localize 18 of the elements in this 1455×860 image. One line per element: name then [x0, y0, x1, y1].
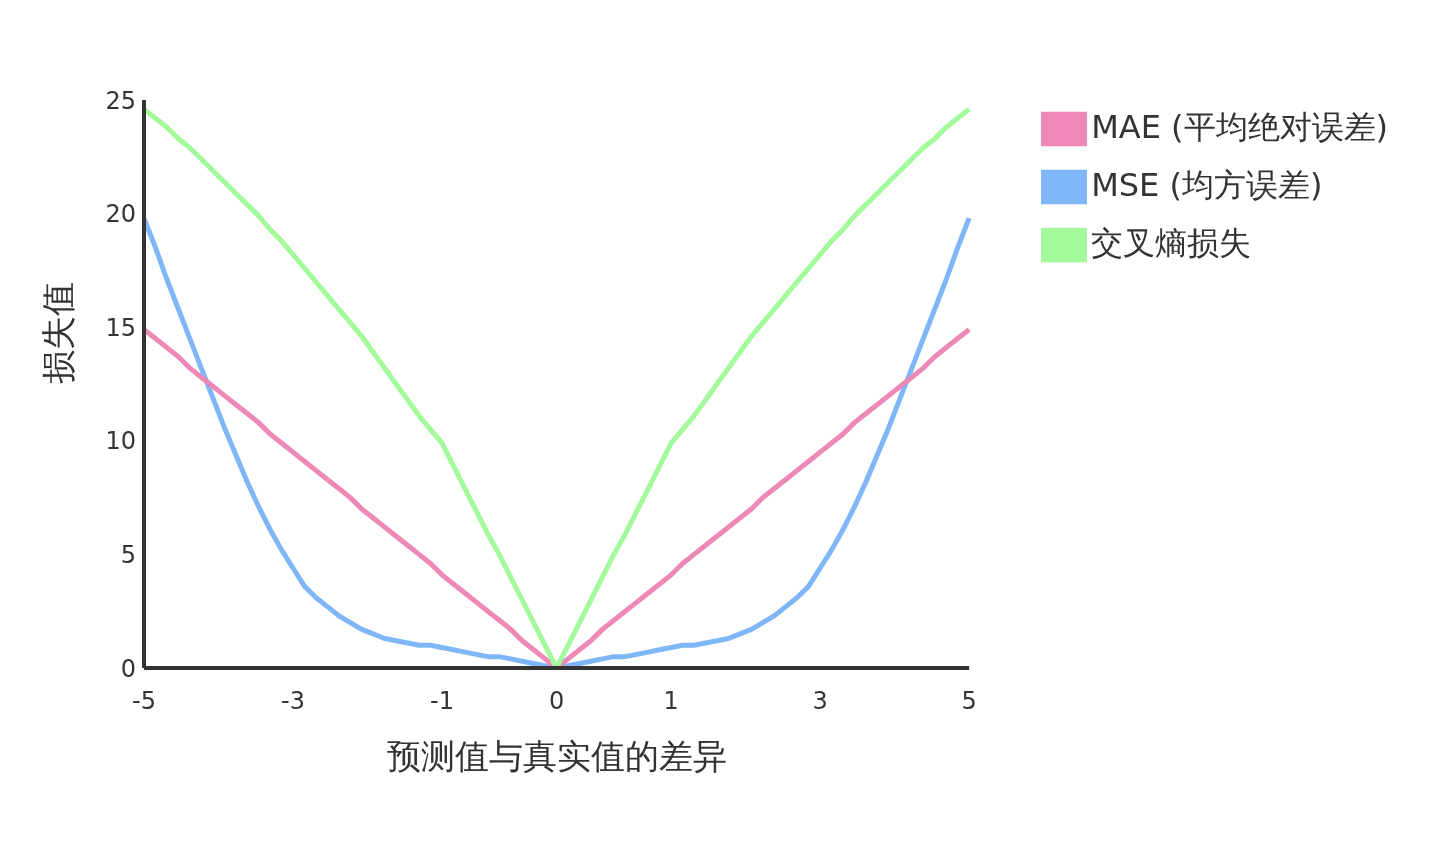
- x-tick-label: 0: [548, 687, 565, 716]
- x-tick-label: 3: [812, 687, 828, 716]
- y-tick-label: 0: [120, 654, 136, 683]
- x-axis-title: 预测值与真实值的差异: [386, 736, 727, 776]
- x-tick-label: -5: [132, 687, 156, 716]
- x-tick-label: -1: [430, 687, 454, 716]
- legend-label: MSE (均方误差): [1091, 166, 1323, 204]
- x-tick-label: -3: [281, 687, 305, 716]
- legend-label: MAE (平均绝对误差): [1091, 108, 1388, 146]
- y-tick-label: 10: [105, 427, 136, 456]
- y-tick-label: 25: [105, 86, 136, 115]
- x-tick-label: 1: [663, 687, 679, 716]
- y-tick-label: 5: [120, 540, 136, 569]
- y-tick-label: 15: [105, 313, 136, 342]
- y-axis-title: 损失值: [38, 282, 79, 384]
- legend-label: 交叉熵损失: [1091, 224, 1252, 262]
- x-tick-label: 5: [961, 687, 977, 716]
- y-tick-label: 20: [105, 200, 136, 229]
